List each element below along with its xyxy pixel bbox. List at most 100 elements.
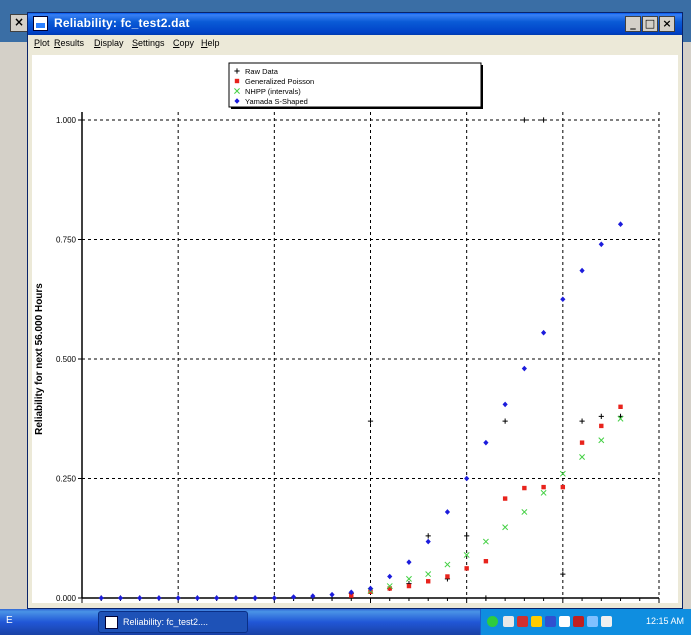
generalized-poisson-point xyxy=(618,404,623,409)
generalized-poisson-point xyxy=(406,583,412,589)
yamada-point xyxy=(137,595,143,601)
nhpp-point xyxy=(406,575,412,582)
nhpp-point xyxy=(482,538,489,545)
nhpp-point xyxy=(521,509,528,515)
raw-data-point xyxy=(579,418,585,424)
yamada-point xyxy=(617,221,624,228)
generalized-poisson-point xyxy=(445,574,450,579)
clock: 12:15 AM xyxy=(645,616,684,626)
nhpp-point xyxy=(559,470,566,477)
generalized-poisson-point xyxy=(426,579,431,584)
menu-help[interactable]: Help xyxy=(201,38,220,48)
generalized-poisson-point xyxy=(464,566,469,571)
back-arrow-icon[interactable] xyxy=(487,616,498,627)
generalized-poisson-point xyxy=(368,589,373,594)
yamada-point xyxy=(521,365,527,372)
reliability-chart: 0510152025300.0000.2500.5000.7501.000Rel… xyxy=(34,62,660,603)
nhpp-point xyxy=(579,454,586,460)
taskbar-task-button[interactable]: Reliability: fc_test2.... xyxy=(98,611,248,633)
legend-label-nhpp: NHPP (intervals) xyxy=(245,87,301,96)
display-icon[interactable] xyxy=(587,616,598,627)
menu-bar: Plot Results Display Settings Copy Help xyxy=(28,35,682,53)
nhpp-point xyxy=(617,415,624,422)
raw-data-point xyxy=(483,595,489,601)
raw-data-point xyxy=(560,571,566,577)
raw-data-point xyxy=(541,117,547,123)
generalized-poisson-point xyxy=(522,485,527,491)
menu-display[interactable]: Display xyxy=(94,38,124,48)
nhpp-point xyxy=(598,437,605,444)
minimize-button[interactable]: _ xyxy=(625,16,641,32)
menu-settings[interactable]: Settings xyxy=(132,38,165,48)
yamada-point xyxy=(329,591,335,598)
yamada-point xyxy=(579,267,585,274)
generalized-poisson-point xyxy=(502,496,508,501)
security-icon[interactable] xyxy=(517,616,528,627)
raw-data-point xyxy=(598,413,604,419)
yamada-point xyxy=(464,475,470,482)
legend-marker xyxy=(234,68,240,74)
yamada-point xyxy=(194,595,200,601)
yamada-point xyxy=(598,241,604,248)
yamada-point xyxy=(175,595,181,601)
yamada-point xyxy=(502,401,508,408)
alert-icon[interactable] xyxy=(573,616,584,627)
legend-marker xyxy=(234,88,240,94)
yamada-point xyxy=(233,595,239,601)
legend-label-generalized-poisson: Generalized Poisson xyxy=(245,77,314,86)
y-tick-label: 0.750 xyxy=(56,236,77,245)
shield-icon[interactable] xyxy=(531,616,542,627)
window-icon[interactable] xyxy=(601,616,612,627)
yamada-point xyxy=(387,573,393,580)
nhpp-point xyxy=(444,561,451,568)
generalized-poisson-point xyxy=(579,440,585,445)
task-label: Reliability: fc_test2.... xyxy=(123,617,209,627)
app-chart-icon xyxy=(33,16,48,31)
title-bar[interactable]: Reliability: fc_test2.dat _ □ × xyxy=(28,13,682,35)
yamada-point xyxy=(98,595,104,601)
legend-marker xyxy=(234,98,240,104)
yamada-point xyxy=(541,329,547,336)
generalized-poisson-point xyxy=(349,593,354,598)
y-axis-label: Reliability for next 56.000 Hours xyxy=(34,283,45,435)
nhpp-point xyxy=(386,583,393,590)
y-tick-label: 0.250 xyxy=(56,475,77,484)
yamada-point xyxy=(367,585,374,592)
yamada-point xyxy=(310,593,316,599)
yamada-point xyxy=(156,595,162,601)
menu-copy[interactable]: Copy xyxy=(173,38,195,48)
yamada-point xyxy=(348,589,354,596)
volume-icon[interactable] xyxy=(559,616,570,627)
raw-data-point xyxy=(502,418,508,424)
legend-label-raw-data: Raw Data xyxy=(245,67,279,76)
raw-data-point xyxy=(464,533,470,539)
side-close-button[interactable]: × xyxy=(10,14,28,32)
yamada-point xyxy=(117,595,124,601)
generalized-poisson-point xyxy=(541,484,546,490)
yamada-point xyxy=(560,296,566,303)
raw-data-point xyxy=(521,117,527,123)
maximize-button[interactable]: □ xyxy=(642,16,658,32)
menu-results[interactable]: Results xyxy=(54,38,85,48)
yamada-point xyxy=(214,595,220,601)
menu-plot[interactable]: Plot xyxy=(34,38,50,48)
yamada-point xyxy=(425,538,431,545)
generalized-poisson-point xyxy=(599,423,604,429)
yamada-point xyxy=(444,509,451,515)
yamada-point xyxy=(483,439,489,446)
legend-label-yamada: Yamada S-Shaped xyxy=(245,97,308,106)
nhpp-point xyxy=(463,552,470,558)
raw-data-point xyxy=(425,533,431,539)
plot-area[interactable]: 0510152025300.0000.2500.5000.7501.000Rel… xyxy=(32,55,678,603)
y-tick-label: 0.000 xyxy=(56,594,77,603)
system-tray: 12:15 AM xyxy=(480,609,691,635)
legend-marker xyxy=(234,78,240,84)
yamada-point xyxy=(271,595,277,601)
yamada-point xyxy=(252,595,258,601)
taskbar-left-text: E xyxy=(6,615,13,626)
yamada-point xyxy=(290,594,297,600)
close-button[interactable]: × xyxy=(659,16,675,32)
reliability-window: Reliability: fc_test2.dat _ □ × Plot Res… xyxy=(27,12,683,609)
network-icon[interactable] xyxy=(503,616,514,627)
bluetooth-icon[interactable] xyxy=(545,616,556,627)
